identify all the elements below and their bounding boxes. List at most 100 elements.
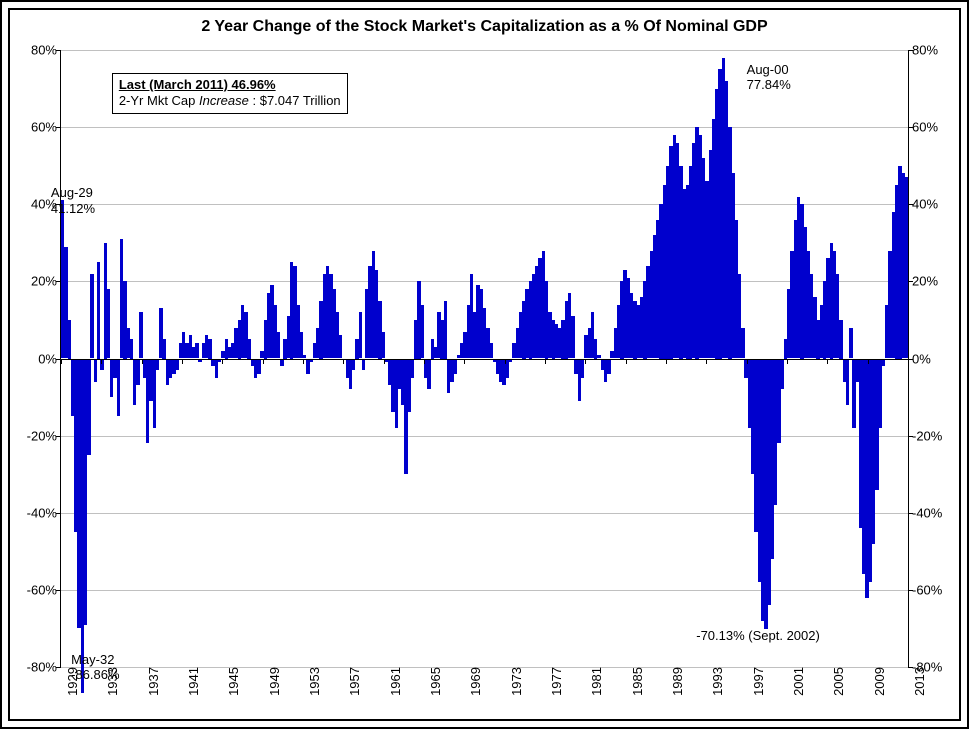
x-axis-label: 1957 (343, 667, 362, 696)
x-axis-label: 1993 (706, 667, 725, 696)
x-axis-label: 2013 (908, 667, 927, 696)
y-tick (56, 667, 61, 668)
y-tick (908, 50, 913, 51)
y-tick (56, 513, 61, 514)
x-axis-label: 1973 (505, 667, 524, 696)
ann-aug29: Aug-2941.12% (51, 185, 95, 216)
data-bar (136, 359, 139, 386)
outer-frame: 2 Year Change of the Stock Market's Capi… (0, 0, 969, 729)
x-axis-label: 1977 (545, 667, 564, 696)
data-bar (90, 274, 93, 359)
data-bar (882, 359, 885, 367)
x-axis-label: 1969 (464, 667, 483, 696)
x-tick (908, 359, 909, 364)
data-bar (162, 339, 165, 358)
data-bar (107, 289, 110, 358)
x-tick (787, 359, 788, 364)
x-tick (424, 359, 425, 364)
y-tick (908, 281, 913, 282)
chart-title: 2 Year Change of the Stock Market's Capi… (10, 18, 959, 36)
y-tick (56, 50, 61, 51)
data-bar (247, 339, 250, 358)
x-tick (666, 359, 667, 364)
x-tick (585, 359, 586, 364)
data-bar (117, 359, 120, 417)
x-tick (626, 359, 627, 364)
data-bar (139, 312, 142, 358)
data-bar (277, 332, 280, 359)
y-axis-label-right: -40% (908, 505, 942, 520)
data-bar (879, 359, 882, 428)
data-bar (421, 305, 424, 359)
data-bar (87, 359, 90, 455)
y-tick (908, 204, 913, 205)
x-axis-label: 1961 (384, 667, 403, 696)
data-bar (444, 301, 447, 359)
x-tick (505, 359, 506, 364)
x-axis-label: 1997 (747, 667, 766, 696)
inner-frame: 2 Year Change of the Stock Market's Capi… (8, 8, 961, 721)
data-bar (257, 359, 260, 374)
ann-aug00: Aug-0077.84% (747, 62, 791, 93)
y-tick (908, 667, 913, 668)
data-bar (581, 359, 584, 378)
data-bar (94, 359, 97, 382)
data-bar (741, 328, 744, 359)
x-axis-label: 1965 (424, 667, 443, 696)
x-tick (868, 359, 869, 364)
data-bar (156, 359, 159, 371)
data-bar (427, 359, 430, 390)
x-axis-label: 1941 (182, 667, 201, 696)
x-tick (101, 359, 102, 364)
y-tick (908, 513, 913, 514)
zero-line (61, 359, 908, 360)
x-axis-label: 1981 (585, 667, 604, 696)
y-tick (56, 127, 61, 128)
ann-sep02: -70.13% (Sept. 2002) (696, 628, 820, 644)
data-bar (362, 359, 365, 371)
x-tick (343, 359, 344, 364)
data-bar (780, 359, 783, 390)
plot-area: -80%-80%-60%-60%-40%-40%-20%-20%0%0%20%2… (60, 50, 909, 667)
x-tick (303, 359, 304, 364)
y-axis-label-right: -20% (908, 428, 942, 443)
data-bar (97, 262, 100, 358)
x-tick (827, 359, 828, 364)
y-axis-label-right: -60% (908, 582, 942, 597)
info-box: Last (March 2011) 46.96%2-Yr Mkt Cap Inc… (112, 73, 348, 114)
x-axis-label: 1945 (222, 667, 241, 696)
x-axis-label: 1953 (303, 667, 322, 696)
data-bar (195, 343, 198, 358)
data-bar (849, 328, 852, 359)
x-axis-label: 1949 (263, 667, 282, 696)
data-bar (208, 339, 211, 358)
data-bar (68, 320, 71, 359)
data-bar (839, 320, 842, 359)
data-bar (280, 359, 283, 367)
data-bar (571, 316, 574, 358)
info-line1: Last (March 2011) 46.96% (119, 77, 341, 93)
y-tick (56, 590, 61, 591)
data-bar (381, 332, 384, 359)
x-tick (706, 359, 707, 364)
x-tick (182, 359, 183, 364)
y-tick (56, 281, 61, 282)
x-tick (384, 359, 385, 364)
x-tick (464, 359, 465, 364)
data-bar (175, 359, 178, 371)
ann-may32: May-32-86.86% (71, 652, 119, 683)
x-tick (222, 359, 223, 364)
y-tick (56, 436, 61, 437)
y-tick (908, 436, 913, 437)
x-tick (545, 359, 546, 364)
data-bar (453, 359, 456, 374)
x-axis-label: 2001 (787, 667, 806, 696)
data-bar (359, 312, 362, 358)
x-axis-label: 2005 (827, 667, 846, 696)
y-tick (908, 127, 913, 128)
data-bar (846, 359, 849, 405)
x-axis-label: 2009 (868, 667, 887, 696)
x-axis-label: 1989 (666, 667, 685, 696)
y-tick (908, 590, 913, 591)
data-bar (339, 335, 342, 358)
